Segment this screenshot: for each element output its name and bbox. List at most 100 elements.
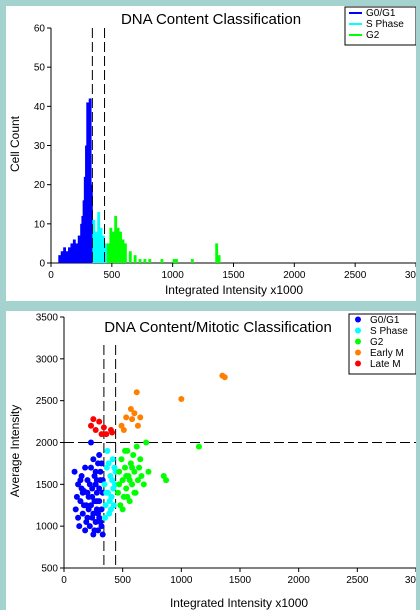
scatter-point — [85, 506, 92, 513]
x-tick-label: 1000 — [170, 575, 193, 586]
y-tick-label: 30 — [34, 141, 46, 152]
x-tick-label: 3000 — [405, 270, 416, 281]
histogram-bar — [148, 259, 152, 263]
scatter-point — [133, 389, 140, 396]
y-tick-label: 60 — [34, 24, 46, 35]
mitotic-scatter-panel: DNA Content/Mitotic Classification Avera… — [6, 311, 416, 610]
scatter-point — [75, 514, 82, 521]
x-tick-label: 2500 — [344, 270, 367, 281]
scatter-point — [97, 518, 104, 525]
x-tick-label: 3000 — [405, 575, 416, 586]
scatter-point — [109, 456, 116, 463]
y-tick-label: 500 — [41, 564, 58, 575]
scatter-point — [86, 481, 93, 488]
scatter-point — [105, 460, 112, 467]
scatter-point — [93, 477, 100, 484]
histogram-bar — [124, 243, 127, 263]
y-tick-label: 50 — [34, 63, 46, 74]
scatter-point — [133, 443, 140, 450]
legend-swatch — [355, 349, 361, 356]
scatter-point — [97, 468, 104, 475]
scatter-point — [90, 416, 97, 423]
histogram-bar — [133, 255, 137, 263]
histogram-bar — [172, 259, 176, 263]
scatter-point — [73, 493, 80, 500]
histogram-bar — [94, 231, 98, 263]
legend-swatch — [355, 338, 361, 345]
scatter-point — [96, 485, 103, 492]
scatter-point — [129, 416, 136, 423]
y-axis-label: Average Intensity — [8, 405, 22, 498]
histogram-bar — [77, 235, 81, 263]
scatter-point — [89, 514, 96, 521]
scatter-point — [98, 431, 105, 438]
histogram-bar — [111, 231, 115, 263]
scatter-point — [122, 464, 129, 471]
legend-label: S Phase — [370, 326, 408, 337]
legend-label: G2 — [366, 30, 380, 41]
scatter-point — [138, 472, 145, 479]
x-tick-label: 1500 — [229, 575, 252, 586]
x-tick-label: 500 — [103, 270, 120, 281]
x-tick-label: 1000 — [162, 270, 185, 281]
scatter-point — [123, 485, 130, 492]
scatter-point — [118, 456, 125, 463]
scatter-point — [137, 414, 144, 421]
legend-swatch — [355, 316, 361, 323]
histogram-bar — [102, 235, 105, 263]
y-tick-label: 1500 — [36, 480, 59, 491]
scatter-point — [122, 447, 129, 454]
scatter-point — [102, 514, 109, 521]
histogram-bar — [143, 259, 147, 263]
scatter-point — [221, 374, 228, 381]
x-tick-label: 0 — [48, 270, 54, 281]
scatter-point — [106, 498, 113, 505]
x-axis-label: Integrated Intensity x1000 — [170, 596, 308, 610]
x-axis-label: Integrated Intensity x1000 — [165, 283, 303, 297]
histogram-bar — [92, 219, 96, 263]
legend-label: G0/G1 — [366, 8, 396, 19]
mitotic-classification-scatter: DNA Content/Mitotic Classification Avera… — [8, 313, 416, 610]
dna-content-histogram: DNA Content Classification Cell Count In… — [8, 6, 416, 297]
scatter-point — [95, 510, 102, 517]
scatter-point — [90, 456, 97, 463]
scatter-point — [92, 426, 99, 433]
y-tick-label: 2000 — [36, 438, 59, 449]
histogram-bar — [70, 243, 74, 263]
scatter-point — [87, 439, 94, 446]
x-tick-label: 2000 — [283, 270, 306, 281]
scatter-point — [77, 477, 84, 484]
histogram-bar — [109, 227, 113, 263]
x-tick-label: 500 — [114, 575, 131, 586]
scatter-point — [96, 418, 103, 425]
y-tick-label: 0 — [39, 259, 45, 270]
histogram-bar — [89, 184, 93, 263]
chart-title: DNA Content Classification — [121, 11, 301, 28]
histogram-bar — [97, 212, 101, 263]
scatter-point — [83, 518, 90, 525]
scatter-point — [163, 477, 170, 484]
histogram-bar — [99, 227, 103, 263]
y-axis-label: Cell Count — [8, 115, 22, 172]
scatter-point — [110, 502, 117, 509]
histogram-bar — [68, 247, 71, 263]
y-tick-label: 10 — [34, 219, 46, 230]
scatter-point — [134, 477, 141, 484]
scatter-point — [127, 406, 134, 413]
y-tick-label: 40 — [34, 102, 46, 113]
scatter-point — [98, 460, 105, 467]
scatter-point — [129, 464, 136, 471]
x-tick-label: 0 — [61, 575, 67, 586]
x-tick-label: 1500 — [222, 270, 245, 281]
scatter-point — [91, 527, 98, 534]
scatter-point — [114, 489, 121, 496]
scatter-point — [103, 431, 110, 438]
scatter-point — [100, 424, 107, 431]
histogram-bar — [190, 259, 194, 263]
scatter-point — [123, 472, 130, 479]
dna-content-histogram-panel: DNA Content Classification Cell Count In… — [6, 6, 416, 301]
legend-label: G2 — [370, 337, 384, 348]
legend-label: S Phase — [366, 19, 404, 30]
scatter-point — [107, 506, 114, 513]
scatter-point — [143, 439, 150, 446]
